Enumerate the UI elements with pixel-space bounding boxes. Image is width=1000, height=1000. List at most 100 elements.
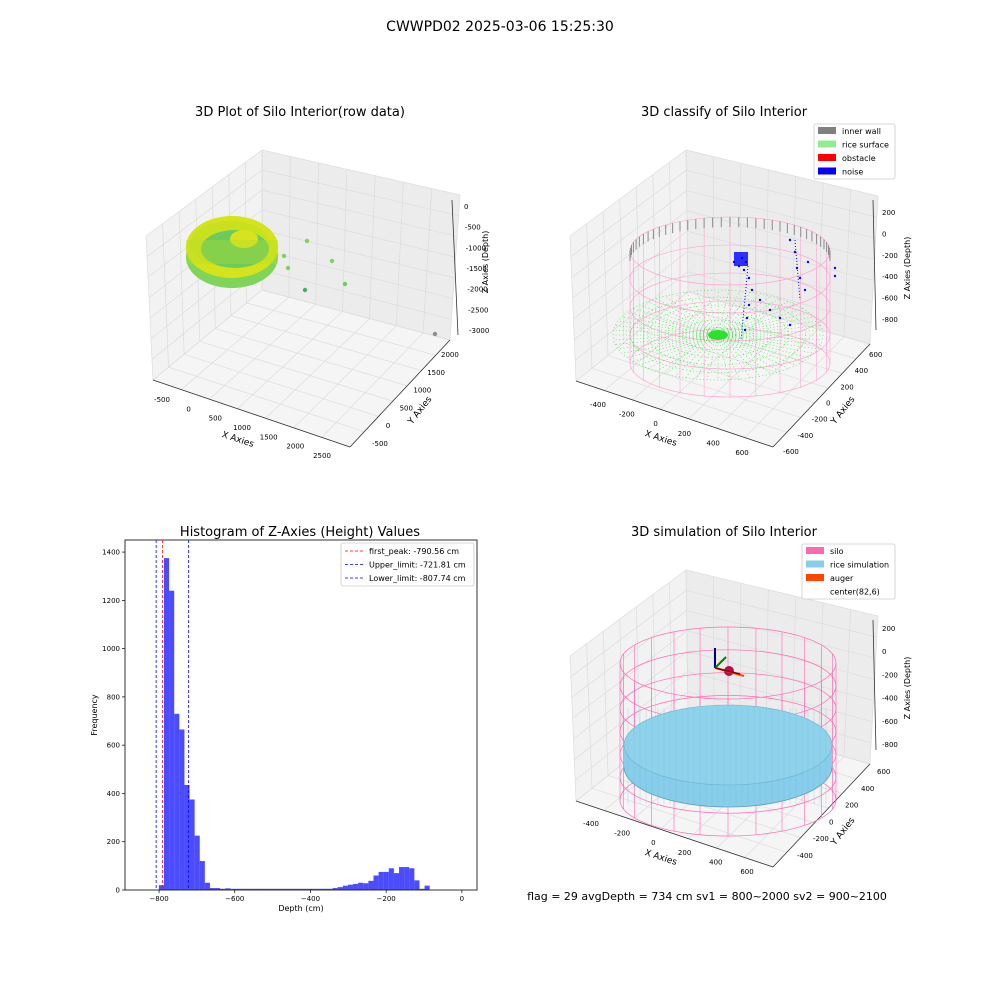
grid-line [623, 342, 815, 404]
histogram-legend: first_peak: -790.56 cm Upper_limit: -721.… [340, 542, 475, 587]
rice-surface-ray [656, 334, 719, 372]
panel-simulation-xlabel: X Axies [643, 848, 678, 868]
x-tick-label: −200 [377, 895, 396, 903]
tick-label: -2500 [468, 306, 488, 314]
tick-label: 0 [826, 400, 830, 408]
x-tick-label: −600 [225, 895, 244, 903]
grid-line [688, 321, 793, 419]
histogram-bar [204, 882, 210, 890]
grid-line [145, 235, 154, 381]
legend-label: Upper_limit: -721.81 cm [369, 561, 466, 570]
histogram-bar [424, 885, 430, 890]
grid-line [687, 271, 872, 324]
grid-line [395, 182, 404, 326]
histogram-bar [404, 867, 410, 890]
rice-simulation-top [623, 704, 833, 786]
tick-label: -500 [372, 440, 388, 448]
histogram-bar [215, 888, 221, 890]
tick-label: 200 [882, 209, 895, 217]
legend-label: center(82,6) [830, 588, 880, 597]
histogram-ylabel: Frequency [90, 694, 99, 736]
tick-label: -400 [797, 432, 813, 440]
grid-line [261, 169, 459, 217]
tick-label: 400 [707, 439, 720, 447]
grid-line [422, 188, 433, 333]
rice-surface-ray [717, 301, 789, 336]
rice-surface-ray [717, 334, 818, 350]
grid-line [685, 569, 879, 617]
grid-line [230, 315, 422, 371]
grid-line [713, 156, 715, 300]
panel-simulation-legend: silo rice simulation auger center(82,6) [801, 543, 896, 600]
tick-label: -1500 [467, 265, 487, 273]
raw-cloud-obstacle [230, 230, 258, 248]
grid-line [686, 190, 876, 239]
noise-point [758, 298, 762, 302]
panel-classify-ylabel: Y Axies [829, 395, 858, 428]
axis-y-line [349, 339, 451, 448]
tick-label: 200 [845, 802, 858, 810]
rice-surface-ray [706, 334, 719, 380]
noise-streak [740, 265, 749, 341]
x-tick-label: 0 [460, 895, 464, 903]
noise-point [798, 276, 802, 280]
noise-cluster [734, 252, 748, 266]
noise-point [788, 238, 792, 242]
tick-label: 0 [186, 405, 190, 413]
grid-line [569, 235, 577, 382]
rice-surface-center [708, 330, 728, 340]
noise-point [788, 323, 792, 327]
grid-line [586, 643, 593, 789]
tick-label: -2000 [467, 286, 487, 294]
histogram-bar [368, 880, 374, 890]
grid-line [209, 304, 316, 400]
tick-label: -1000 [466, 244, 486, 252]
rice-surface-ring [665, 312, 771, 358]
panel-raw-xlabel: X Axies [220, 430, 255, 450]
histogram-bar [169, 590, 175, 890]
rice-surface-ray [675, 334, 719, 377]
histogram-bar [358, 882, 364, 890]
tick-label: -400 [797, 852, 813, 860]
grid-line [215, 328, 408, 387]
tick-label: 400 [861, 785, 874, 793]
tick-label: 1500 [427, 369, 445, 377]
noise-point [750, 288, 754, 292]
tick-label: -500 [154, 396, 170, 404]
panel-classify-legend: inner wall rice surface obstacle noise [813, 123, 896, 180]
histogram-bar [245, 888, 251, 890]
rice-surface-ray [717, 334, 771, 375]
legend-swatch [818, 154, 836, 161]
raw-outlier-point [432, 331, 438, 337]
histogram-bar [286, 888, 292, 890]
pane-left [570, 570, 688, 801]
noise-point [747, 276, 751, 280]
grid-line [602, 631, 609, 776]
y-tick-label: 800 [107, 693, 120, 701]
panel-classify-title: 3D classify of Silo Interior [641, 105, 808, 120]
panel-histogram: Histogram of Z-Axies (Height) Values −80… [90, 525, 478, 913]
histogram-bar [419, 888, 425, 890]
histogram-title: Histogram of Z-Axies (Height) Values [180, 525, 420, 540]
grid-line [687, 230, 874, 281]
axis-x-line [575, 800, 774, 868]
tick-label: -600 [882, 718, 898, 726]
tick-label: 400 [855, 367, 868, 375]
noise-point [833, 266, 837, 270]
tick-label: 200 [678, 849, 691, 857]
legend-label: inner wall [842, 127, 881, 136]
figure-suptitle: CWWPD02 2025-03-06 15:25:30 [386, 19, 614, 35]
grid-line [571, 610, 687, 698]
tick-label: 500 [209, 415, 222, 423]
tick-label: 0 [386, 422, 390, 430]
rice-surface-ray [717, 293, 761, 336]
tick-label: -400 [882, 695, 898, 703]
pane-floor [576, 292, 870, 447]
histogram-xlabel: Depth (cm) [278, 904, 323, 913]
noise-streak [794, 239, 801, 301]
grid-line [869, 615, 879, 765]
tick-label: 1000 [413, 387, 431, 395]
histogram-bar [342, 885, 348, 890]
raw-outlier-point [329, 258, 335, 264]
grid-line [655, 317, 843, 374]
